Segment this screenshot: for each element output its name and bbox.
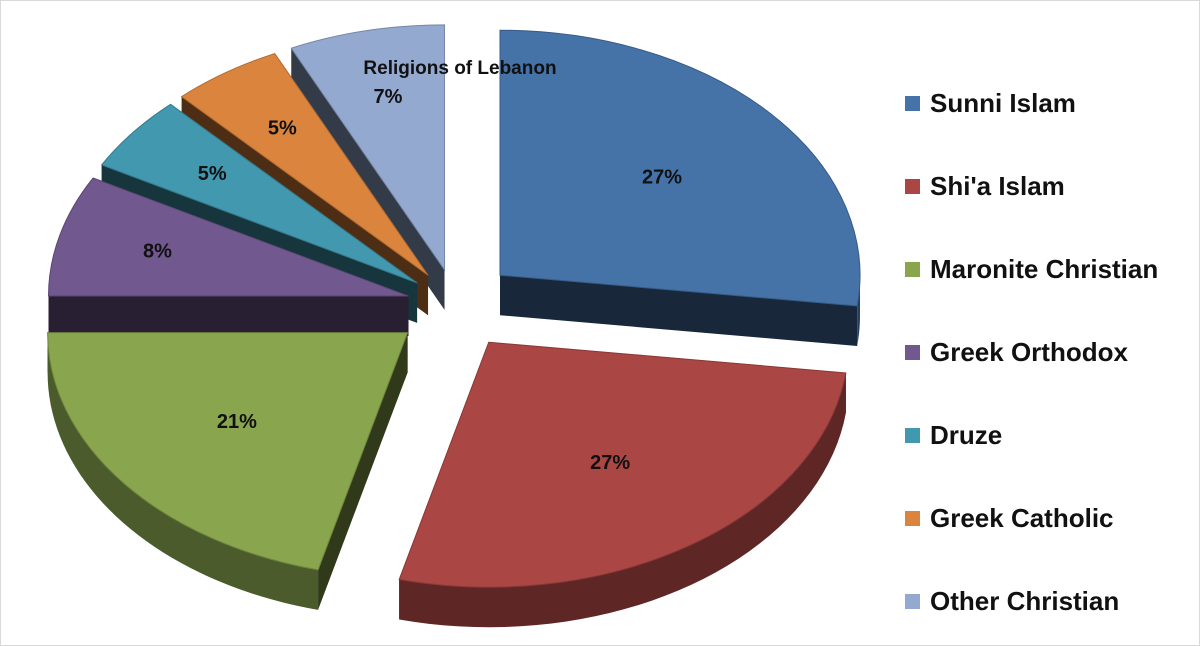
pie-slice-top <box>290 24 446 272</box>
data-label-druze: 5% <box>198 163 227 185</box>
pie-slice-top <box>47 332 409 571</box>
pie-slice-sunni-islam <box>499 29 861 346</box>
pie-slice-side-wall <box>318 332 408 610</box>
data-label-sunni-islam: 27% <box>642 166 682 188</box>
pie-data-labels: 27% 27% 21% 8% 5% 5% 7% <box>143 86 682 474</box>
legend-item-sunni-islam: Sunni Islam <box>905 62 1195 145</box>
pie-slice-top <box>398 341 847 588</box>
legend-swatch <box>905 262 920 277</box>
pie-slice-shi-a-islam <box>398 341 847 628</box>
legend-label: Sunni Islam <box>930 88 1076 118</box>
pie-slice-top <box>100 103 418 284</box>
legend-label: Maronite Christian <box>930 254 1159 284</box>
legend-item-other-christian: Other Christian <box>905 560 1195 643</box>
data-label-shi-a-islam: 27% <box>590 452 630 474</box>
chart-legend: Sunni Islam Shi'a Islam Maronite Christian… <box>905 62 1195 643</box>
legend-label: Shi'a Islam <box>930 171 1065 201</box>
data-label-other-christian: 7% <box>374 86 403 108</box>
legend-label: Greek Orthodox <box>930 337 1128 367</box>
data-label-greek-catholic: 5% <box>268 118 297 140</box>
pie-slice-outer-wall <box>47 332 319 610</box>
legend-item-druze: Druze <box>905 394 1195 477</box>
legend-item-greek-orthodox: Greek Orthodox <box>905 311 1195 394</box>
data-label-maronite-christian: 21% <box>217 411 257 433</box>
legend-label: Other Christian <box>930 586 1120 616</box>
legend-item-shi-a-islam: Shi'a Islam <box>905 145 1195 228</box>
pie-slice-greek-orthodox <box>48 177 409 337</box>
pie-slice-side-wall <box>48 296 409 337</box>
legend-swatch <box>905 428 920 443</box>
pie-slice-side-wall <box>500 275 858 346</box>
legend-swatch <box>905 96 920 111</box>
legend-label: Druze <box>930 420 1003 450</box>
legend-swatch <box>905 511 920 526</box>
data-label-greek-orthodox: 8% <box>143 240 172 262</box>
pie-slice-top <box>48 177 409 297</box>
legend-swatch <box>905 345 920 360</box>
pie-slice-outer-wall <box>399 372 846 628</box>
legend-swatch <box>905 594 920 609</box>
pie-slice-top <box>499 29 861 307</box>
legend-item-greek-catholic: Greek Catholic <box>905 477 1195 560</box>
pie-slices <box>47 24 861 628</box>
pie-slice-maronite-christian <box>47 332 409 610</box>
legend-label: Greek Catholic <box>930 503 1114 533</box>
pie-slice-top <box>180 52 429 276</box>
chart-title: Religions of Lebanon <box>363 58 557 79</box>
legend-swatch <box>905 179 920 194</box>
legend-item-maronite-christian: Maronite Christian <box>905 228 1195 311</box>
